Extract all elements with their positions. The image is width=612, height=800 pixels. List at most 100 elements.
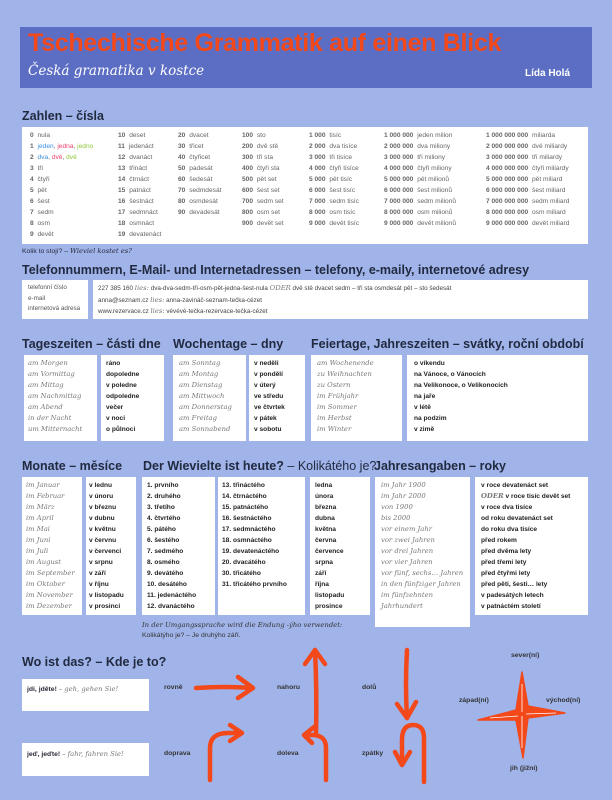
ordinal: 20. dvacátého [222,559,266,566]
number-word: miliarda [532,132,556,139]
ordinals2-box: 13. třináctého 14. čtrnáctého 15. patnácté… [218,477,305,615]
daytime-de: am Vormittag [28,370,75,378]
number-digits: 6 000 [309,187,326,194]
year-cz: před pěti, šesti… lety [481,579,570,590]
month-de: im Januar [26,481,60,489]
month-de: im Oktober [26,580,65,588]
number-row: 4 000 000 čtyři miliony [384,163,456,174]
number-word-gender: dvě [66,154,77,161]
compass-east: východ(ní) [546,697,581,704]
year-de: im Jahr 2000 [381,492,426,500]
number-digits: 4 000 [309,165,326,172]
arrow-up-icon [302,647,328,738]
number-row: 5 000 000 000 pět miliard [486,174,569,185]
weekdays-heading: Wochentage – dny [173,337,284,351]
holiday-cz: v zimě [414,426,435,433]
number-word: sedmnáct [129,209,158,216]
number-word: devět milionů [417,220,457,227]
number-row: 800 osm set [242,207,284,218]
number-digits: 19 [118,231,126,238]
lies-label: lies: [134,284,149,292]
ordinal: 12. dvanáctého [147,603,195,610]
number-word: šestnáct [129,198,154,205]
contact-value: anna@seznam.cz [98,296,149,304]
number-digits: 10 [118,132,126,139]
month-de: im Dezember [26,602,72,610]
note-de: In der Umgangssprache wird die Endung -ý… [142,621,343,629]
number-row: 9 devět [30,229,93,240]
number-digits: 16 [118,198,126,205]
year-cz-text: před pěti, šesti… lety [481,581,548,588]
years-cz-box: v roce devatenáct set ODER v roce tisíc d… [475,477,588,615]
weekday-de: am Donnerstag [179,403,232,411]
number-digits: 600 [242,187,254,194]
years-de-list: im Jahr 1900 im Jahr 2000 von 1900 bis 2000… [381,480,463,612]
number-word: devět [37,231,54,238]
number-word: tisíc [329,132,342,139]
number-word: sedmdesát [189,187,222,194]
number-digits: 5 000 000 [384,176,414,183]
number-row: 17 sedmnáct [118,207,161,218]
number-word: pět [37,187,47,194]
month-cz: v lednu [89,482,113,489]
number-row: 30 třicet [178,141,221,152]
drive-box: jeď, jeďte! – fahr, fahren Sie! [22,743,149,776]
month-de: im September [26,569,75,577]
number-digits: 7 000 000 [384,198,414,205]
number-digits: 100 [242,132,254,139]
drive-cz: jeď, jeďte! [27,751,61,758]
month-cz: v červnu [89,537,117,544]
number-row: 6 000 000 000 šest miliard [486,185,569,196]
year-cz: před třemi lety [481,557,570,568]
number-digits: 4 000 000 000 [486,165,529,172]
number-word: čtyřicet [189,154,211,161]
number-word: dva tisíce [329,143,358,150]
number-digits: 9 000 [309,220,326,227]
number-row: 600 šest set [242,185,284,196]
month-genitive: ledna [315,482,333,489]
year-de: im Jahr 1900 [381,481,426,489]
number-digits: 60 [178,176,186,183]
number-digits: 80 [178,198,186,205]
ordinal: 3. třetího [147,504,175,511]
year-cz: před čtyřmi lety [481,568,570,579]
number-word-gender: jedna [57,143,74,150]
month-de: im März [26,503,55,511]
number-digits: 70 [178,187,186,194]
weekdays-cz-list: v neděli v pondělí v úterý ve středu ve čtvr… [254,358,285,435]
number-row: 14 čtrnáct [118,174,161,185]
walk-text: jdi, jděte! – geh, gehen Sie! [27,685,118,693]
year-cz: ODER v roce tisíc devět set [481,491,570,502]
month-genitive: dubna [315,515,335,522]
weekday-de: am Sonnabend [179,425,231,433]
number-digits: 9 000 000 000 [486,220,529,227]
year-de: Jahrhundert [381,602,423,610]
number-row: 90 devadesát [178,207,221,218]
month-genitive: září [315,570,327,577]
number-row: 15 patnáct [118,185,161,196]
month-cz: v říjnu [89,581,109,588]
number-column: 10 deset 11 jedenáct 12 dvanáct 13 třináct 1… [118,130,161,240]
number-digits: 40 [178,154,186,161]
number-word: dvacet [189,132,209,139]
number-digits: 1 [30,143,34,150]
year-de: bis 2000 [381,514,411,522]
number-word: osm tisíc [329,209,356,216]
month-cz: v srpnu [89,559,113,566]
number-digits: 17 [118,209,126,216]
number-word: šest [37,198,50,205]
number-word: devět set [256,220,284,227]
number-word: jeden milion [417,132,453,139]
number-digits: 700 [242,198,254,205]
numbers-box [22,127,588,244]
contacts-heading: Telefonnummern, E-Mail- und Internetadre… [22,263,530,277]
month-genitive: března [315,504,337,511]
number-word: tři miliony [417,154,446,161]
number-word: osm milionů [417,209,453,216]
number-word: dvě miliardy [532,143,568,150]
daytime-cz: večer [106,404,124,411]
daytimes-de-box: am Morgen am Vormittag am Mittag am Nachmit… [24,355,97,441]
label-back: zpátky [362,750,384,757]
month-cz: v červenci [89,548,122,555]
number-word: sedm set [256,198,284,205]
